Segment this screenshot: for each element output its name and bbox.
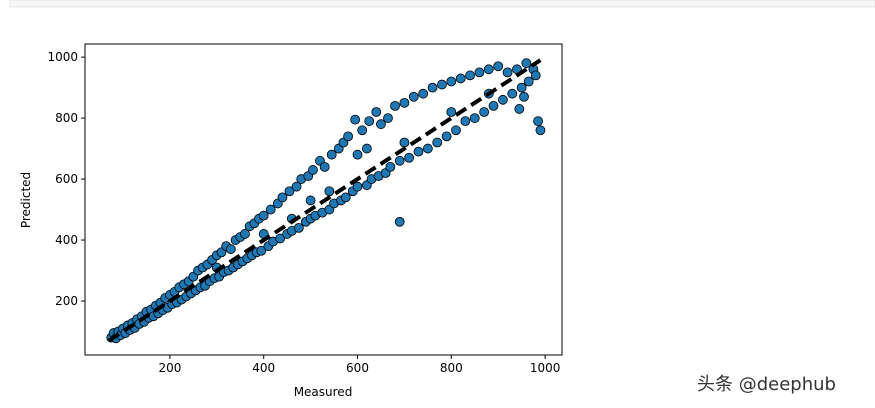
reference-line — [107, 58, 542, 343]
point — [441, 131, 452, 142]
y-tick-label: 200 — [55, 294, 78, 308]
point — [394, 216, 405, 227]
point — [319, 161, 330, 172]
point — [357, 125, 368, 136]
point — [474, 67, 485, 78]
point — [507, 88, 518, 99]
point — [240, 229, 250, 239]
point — [432, 137, 443, 148]
point — [326, 149, 337, 160]
point — [350, 114, 361, 125]
point — [483, 64, 494, 75]
point — [361, 143, 372, 154]
point — [514, 104, 525, 114]
x-tick-label: 200 — [158, 361, 181, 375]
point — [408, 91, 419, 102]
y-tick-label: 1000 — [47, 50, 78, 64]
x-tick-label: 1000 — [530, 361, 561, 375]
point — [422, 143, 433, 154]
point — [284, 186, 295, 197]
point — [385, 161, 396, 172]
point — [305, 195, 316, 206]
point — [277, 192, 288, 203]
point — [352, 181, 363, 192]
point — [493, 61, 504, 72]
point — [446, 76, 457, 87]
point — [427, 82, 438, 93]
x-tick-label: 800 — [440, 361, 463, 375]
point — [371, 107, 382, 117]
point — [455, 73, 466, 84]
point — [376, 119, 386, 130]
point — [488, 100, 499, 111]
x-axis-label: Measured — [294, 385, 353, 399]
point — [413, 146, 424, 157]
point — [343, 131, 354, 142]
y-tick-label: 600 — [55, 172, 78, 186]
point — [352, 149, 363, 160]
point — [502, 67, 513, 78]
point — [469, 113, 480, 123]
point — [383, 113, 393, 123]
point — [399, 137, 410, 148]
point — [437, 79, 447, 90]
point — [498, 94, 508, 105]
point — [291, 181, 302, 192]
point — [523, 76, 534, 87]
point — [535, 125, 546, 136]
x-tick-label: 600 — [346, 361, 369, 375]
point — [479, 107, 490, 117]
y-axis-label: Predicted — [19, 172, 33, 228]
y-tick-label: 800 — [55, 111, 78, 125]
cell-border — [9, 0, 875, 8]
point — [265, 204, 276, 215]
point — [308, 165, 318, 175]
point — [394, 155, 405, 166]
point — [293, 222, 304, 233]
point — [324, 186, 335, 197]
point — [275, 233, 286, 244]
point — [446, 107, 457, 117]
point — [533, 116, 543, 127]
x-tick-label: 400 — [252, 361, 275, 375]
point — [399, 97, 410, 108]
point — [516, 82, 527, 93]
point — [521, 58, 532, 69]
point — [460, 116, 471, 127]
y-tick-label: 400 — [55, 233, 78, 247]
point — [451, 125, 461, 136]
point — [519, 91, 529, 102]
point — [418, 88, 429, 99]
watermark: 头条 @deephub — [697, 374, 836, 395]
point — [364, 116, 375, 127]
point — [404, 152, 414, 163]
point — [225, 244, 236, 255]
point — [530, 70, 541, 81]
point — [256, 245, 267, 256]
point — [390, 100, 400, 111]
point — [340, 192, 351, 203]
point — [465, 70, 475, 81]
point — [258, 210, 269, 221]
